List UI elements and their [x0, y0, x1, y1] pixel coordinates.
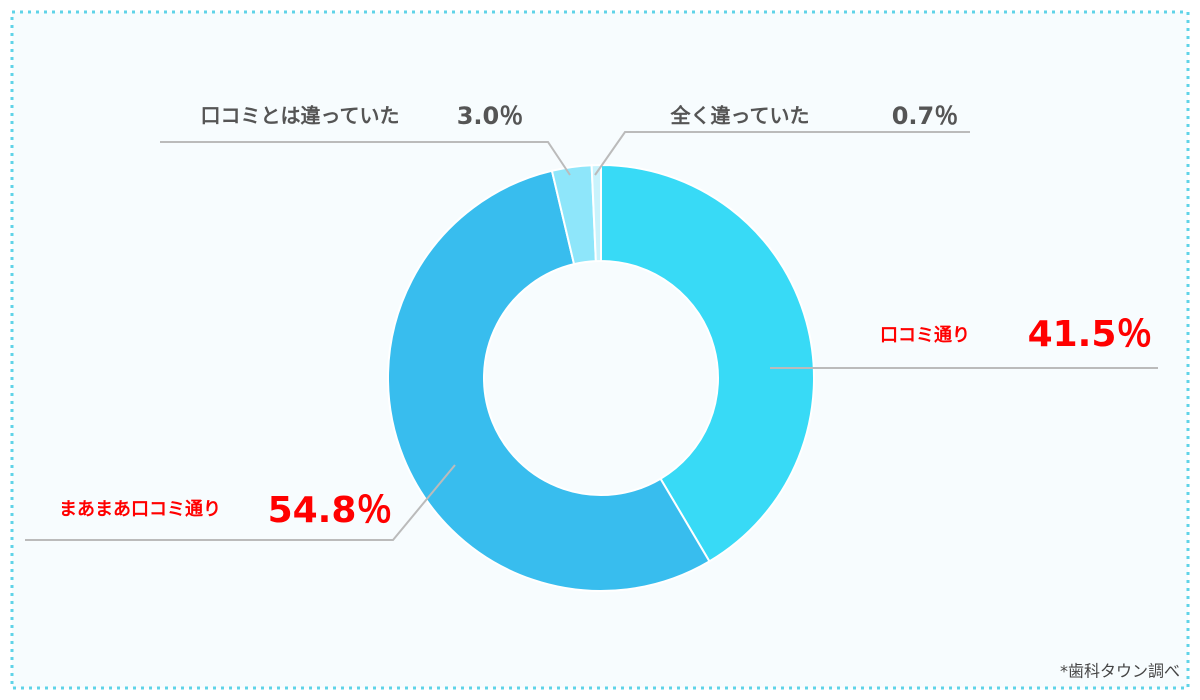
donut-slice — [387, 169, 711, 592]
value-label: 0.7％ — [892, 102, 959, 130]
slice-label: まあまあ口コミ通り — [59, 499, 221, 520]
donut-slice — [600, 163, 815, 563]
value-label: 54.8％ — [268, 490, 393, 531]
value-label: 3.0％ — [457, 102, 524, 130]
donut-slice — [590, 163, 602, 263]
value-label: 41.5％ — [1028, 314, 1153, 355]
leader-line — [594, 131, 970, 176]
slice-label: 口コミとは違っていた — [201, 104, 400, 128]
source-note: *歯科タウン調べ — [1060, 662, 1180, 681]
slice-label: 全く違っていた — [670, 104, 810, 128]
leader-line — [160, 141, 571, 176]
slice-label: 口コミ通り — [880, 325, 970, 346]
leader-line — [25, 464, 456, 541]
